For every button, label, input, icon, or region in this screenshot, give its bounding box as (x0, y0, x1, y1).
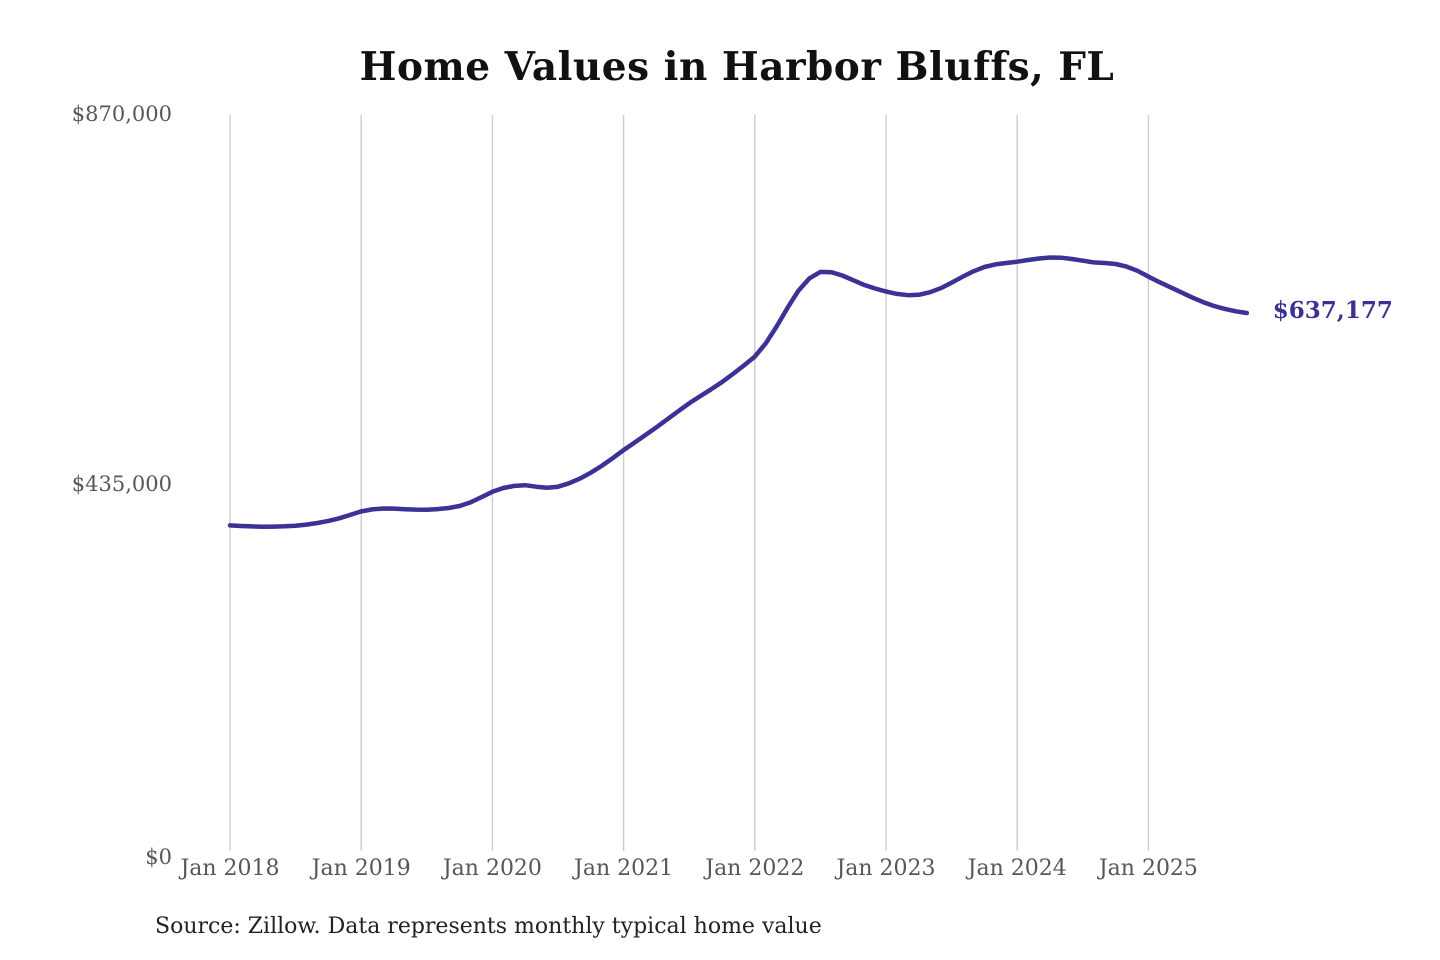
y-axis-label-0: $0 (145, 845, 172, 869)
chart-title: Home Values in Harbor Bluffs, FL (359, 44, 1115, 90)
home-value-line (227, 255, 1250, 529)
x-axis-label-jan-2022: Jan 2022 (705, 856, 805, 881)
x-axis-label-jan-2020: Jan 2020 (442, 856, 542, 881)
current-value-label: $637,177 (1272, 297, 1393, 325)
y-axis-label-435000: $435,000 (71, 472, 172, 496)
x-axis-label-jan-2021: Jan 2021 (574, 856, 674, 881)
x-axis-label-jan-2023: Jan 2023 (836, 856, 936, 881)
source-note: Source: Zillow. Data represents monthly … (155, 914, 822, 939)
x-axis-label-jan-2018: Jan 2018 (180, 856, 280, 881)
x-axis-label-jan-2019: Jan 2019 (311, 856, 411, 881)
x-axis-label-jan-2024: Jan 2024 (967, 856, 1067, 881)
y-axis-label-870000: $870,000 (71, 102, 172, 126)
x-axis-label-jan-2025: Jan 2025 (1098, 856, 1198, 881)
